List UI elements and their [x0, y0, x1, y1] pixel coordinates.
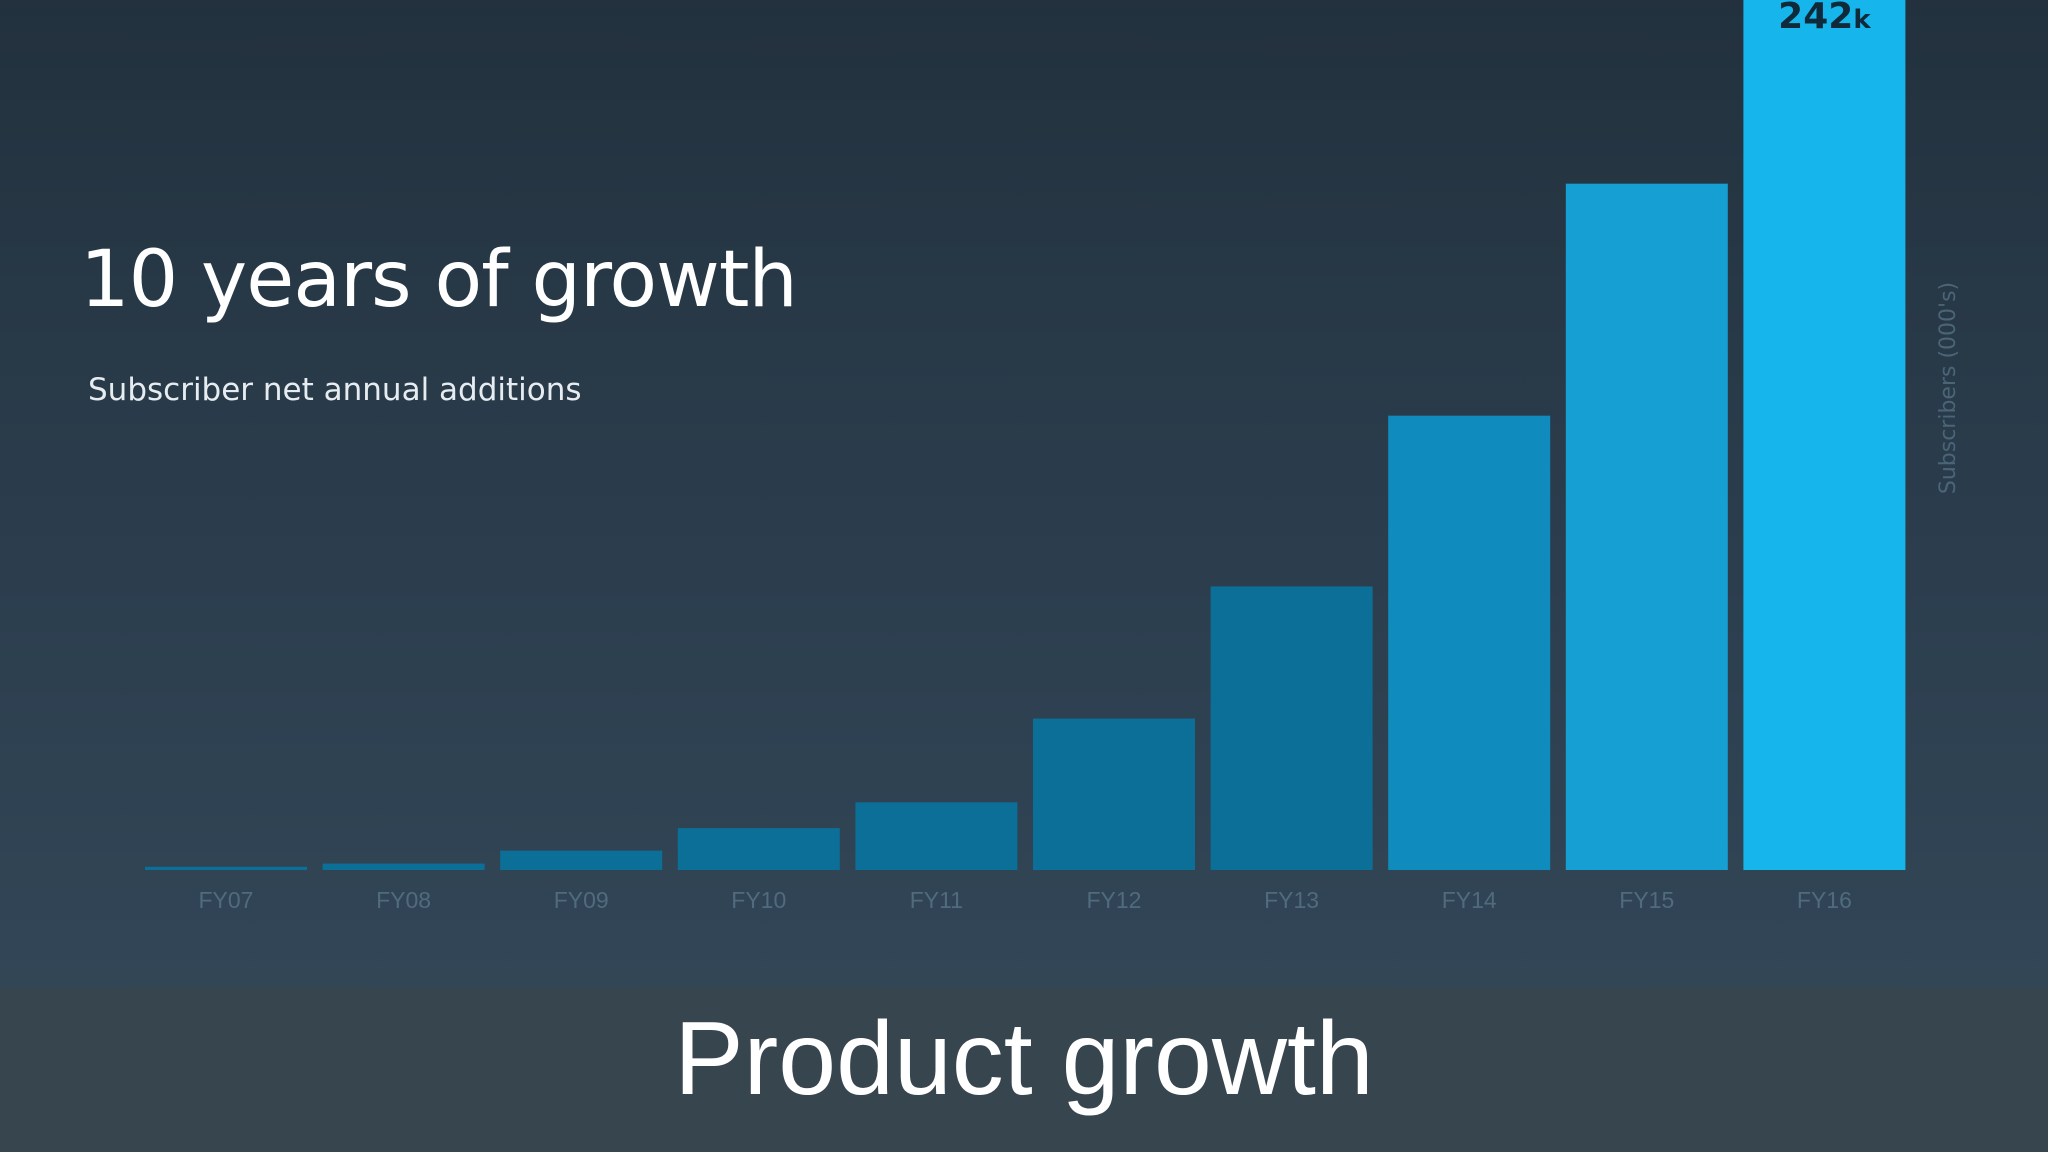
slide-caption: Product growth — [674, 1001, 1374, 1117]
bar-fy09 — [500, 850, 663, 870]
bar-fy10 — [677, 828, 840, 870]
x-tick-label-fy11: FY11 — [910, 887, 963, 913]
bar-chart: FY07 FY08 FY09 FY10 FY11 FY12 FY13 FY14 FY15 FY16… — [145, 0, 1961, 913]
x-tick-label-fy10: FY10 — [731, 887, 786, 913]
bar-fy12 — [1033, 718, 1195, 870]
chart-title: 10 years of growth — [80, 235, 798, 325]
x-tick-label-fy16: FY16 — [1797, 887, 1852, 913]
bar-fy07 — [145, 866, 307, 870]
x-tick-label-fy07: FY07 — [199, 887, 254, 913]
bar-fy11 — [855, 802, 1018, 870]
x-tick-label-fy12: FY12 — [1087, 887, 1142, 913]
x-tick-label-fy15: FY15 — [1619, 887, 1674, 913]
x-tick-labels-group: FY07 FY08 FY09 FY10 FY11 FY12 FY13 FY14 FY15 FY16 — [199, 887, 1852, 913]
x-tick-label-fy14: FY14 — [1442, 887, 1497, 913]
x-tick-label-fy09: FY09 — [554, 887, 609, 913]
bars-group — [145, 0, 1906, 870]
caption-bar — [0, 988, 2048, 1152]
x-tick-label-fy08: FY08 — [376, 887, 431, 913]
bar-fy14 — [1388, 415, 1551, 870]
chart-subtitle: Subscriber net annual additions — [88, 372, 582, 408]
data-label-fy16: 242k — [1778, 0, 1871, 37]
y-axis-label: Subscribers (000's) — [1936, 282, 1961, 494]
bar-fy08 — [322, 863, 485, 870]
data-labels-group: 242k — [1778, 0, 1871, 37]
bar-fy15 — [1565, 183, 1728, 870]
bar-fy16 — [1743, 0, 1906, 870]
x-tick-label-fy13: FY13 — [1264, 887, 1319, 913]
bar-fy13 — [1210, 586, 1373, 870]
